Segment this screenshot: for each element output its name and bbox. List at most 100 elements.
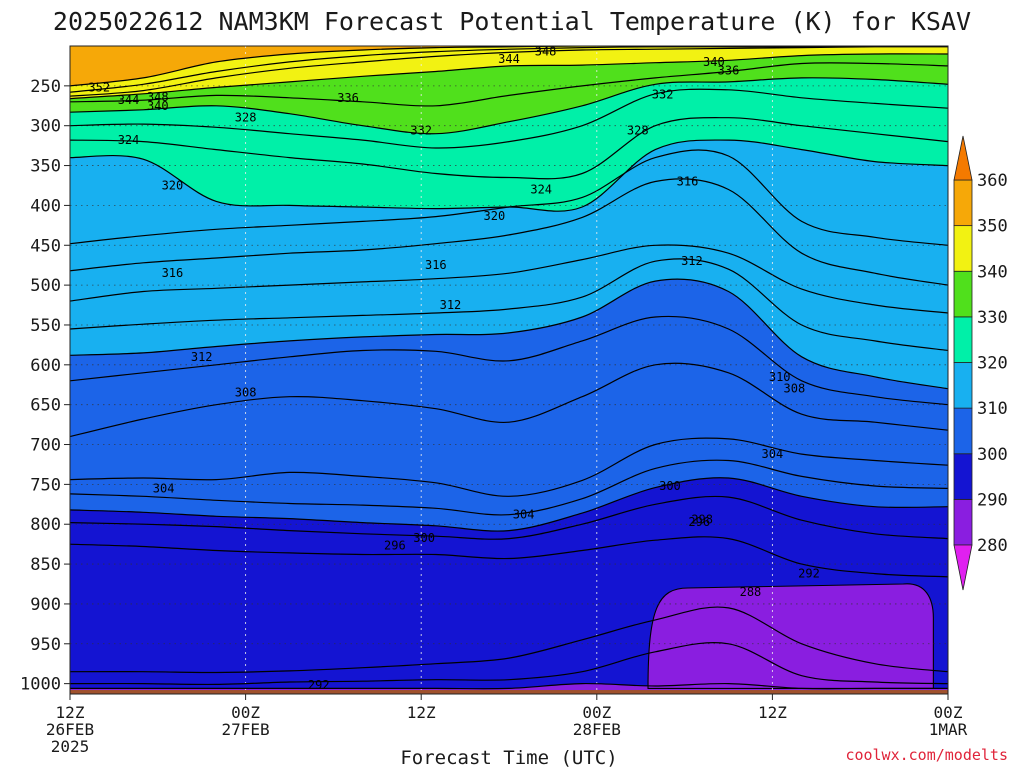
isotherm-label: 304 (762, 447, 784, 461)
isotherm-label: 296 (384, 539, 406, 553)
y-tick-label: 500 (30, 276, 61, 296)
isotherm-label: 312 (681, 254, 703, 268)
isotherm-label: 304 (153, 481, 175, 495)
isotherm-314 (70, 244, 948, 314)
chart-title: 2025022612 NAM3KM Forecast Potential Tem… (53, 7, 971, 36)
band-fill-328 (70, 77, 948, 149)
colorbar-tick-label: 320 (977, 354, 1008, 374)
isotherm-label: 296 (688, 515, 710, 529)
plot-area: 2922962983003043083103123163203243283323… (70, 45, 948, 694)
colorbar-swatch (953, 407, 973, 455)
y-tick-label: 300 (30, 117, 61, 137)
isotherm-label: 328 (235, 111, 257, 125)
band-fill-314 (70, 178, 948, 313)
colorbar-swatch (953, 498, 973, 546)
isotherm-label: 310 (769, 370, 791, 384)
isotherm-layer (70, 46, 948, 690)
theta-fill-layer (70, 46, 948, 694)
band-fill-318 (70, 140, 948, 246)
credit-text: coolwx.com/modelts (845, 746, 1008, 764)
y-tick-label: 650 (30, 396, 61, 416)
isotherm-310 (70, 278, 948, 390)
x-tick-label: 1MAR (929, 720, 968, 739)
colorbar-bottom-arrow (953, 544, 973, 591)
band-fill-294 (70, 536, 948, 673)
isotherm-label: 288 (740, 585, 762, 599)
isotherm-label: 316 (677, 174, 699, 188)
colorbar: 280 290 300 310 320 330 340 350 360 (953, 135, 1008, 591)
colorbar-swatch (953, 179, 973, 227)
isotherm-label: 300 (659, 479, 681, 493)
y-tick-label: 250 (30, 77, 61, 97)
colorbar-tick-label: 280 (977, 536, 1008, 556)
isotherm-label: 308 (235, 386, 257, 400)
isotherm-label: 324 (118, 133, 140, 147)
band-fill-312 (70, 244, 948, 351)
colorbar-swatch (953, 225, 973, 272)
colorbar-tick-label: 340 (977, 262, 1008, 282)
isotherm-label: 292 (798, 567, 820, 581)
isotherm-320 (70, 139, 948, 212)
isotherm-308 (70, 315, 948, 406)
isotherm-302 (70, 459, 948, 516)
band-fill-332 (70, 62, 948, 134)
isotherm-298 (70, 495, 948, 540)
isotherm-label: 312 (440, 298, 462, 312)
isotherm-300 (70, 477, 948, 532)
isotherm-294 (70, 606, 948, 674)
x-tick-label: 12Z (56, 703, 85, 722)
y-tick-label: 850 (30, 555, 61, 575)
x-tick-label: 12Z (407, 703, 436, 722)
colorbar-swatch (953, 453, 973, 500)
isotherm-304 (70, 437, 948, 497)
isotherm-352 (70, 46, 948, 87)
colorbar-swatch (953, 270, 973, 318)
isotherm-label: 312 (191, 350, 213, 364)
band-fill-324 (70, 89, 948, 179)
isotherm-label: 348 (147, 90, 169, 104)
isotherm-332 (70, 77, 948, 135)
isotherm-label: 320 (484, 209, 506, 223)
x-tick-label: 26FEB (46, 720, 94, 739)
isotherm-340 (70, 53, 948, 100)
x-tick-label: 12Z (758, 703, 787, 722)
y-tick-label: 350 (30, 157, 61, 177)
isotherm-label: 340 (703, 55, 725, 69)
isotherm-348 (70, 46, 948, 93)
isotherm-336 (70, 62, 948, 107)
isotherm-label: 308 (784, 382, 806, 396)
cold-pool-layer (647, 583, 934, 689)
y-axis: 250 300 350 400 450 500 550 600 650 700 750 800 850 9… (20, 77, 70, 695)
band-fill-top (70, 46, 948, 86)
isotherm-label: 292 (308, 678, 330, 692)
y-tick-label: 800 (30, 515, 61, 535)
plot-frame (69, 45, 949, 695)
isotherm-324 (70, 117, 948, 180)
colorbar-tick-label: 350 (977, 217, 1008, 237)
colorbar-tick-label: 330 (977, 308, 1008, 328)
isotherm-296 (70, 536, 948, 578)
x-tick-label: 00Z (582, 703, 611, 722)
colorbar-tick-label: 290 (977, 490, 1008, 510)
isotherm-label: 336 (337, 91, 359, 105)
isotherm-label-layer: 2922962983003043083103123163203243283323… (88, 45, 820, 692)
colorbar-tick-label: 360 (977, 171, 1008, 191)
isotherm-306 (70, 362, 948, 438)
isotherm-316 (70, 178, 948, 286)
isotherm-label: 316 (425, 258, 447, 272)
band-fill-348 (70, 46, 948, 93)
y-tick-label: 550 (30, 316, 61, 336)
y-tick-label: 950 (30, 635, 61, 655)
y-tick-label: 400 (30, 196, 61, 216)
y-tick-label: 750 (30, 475, 61, 495)
isotherm-label: 348 (535, 45, 557, 59)
band-fill-308 (70, 279, 948, 405)
x-tick-label: 00Z (231, 703, 260, 722)
band-fill-302 (70, 438, 948, 515)
isotherm-312 (70, 258, 948, 352)
colorbar-tick-label: 310 (977, 399, 1008, 419)
isotherm-label: 320 (162, 178, 184, 192)
colorbar-swatch (953, 316, 973, 363)
isotherm-label: 298 (691, 512, 713, 526)
